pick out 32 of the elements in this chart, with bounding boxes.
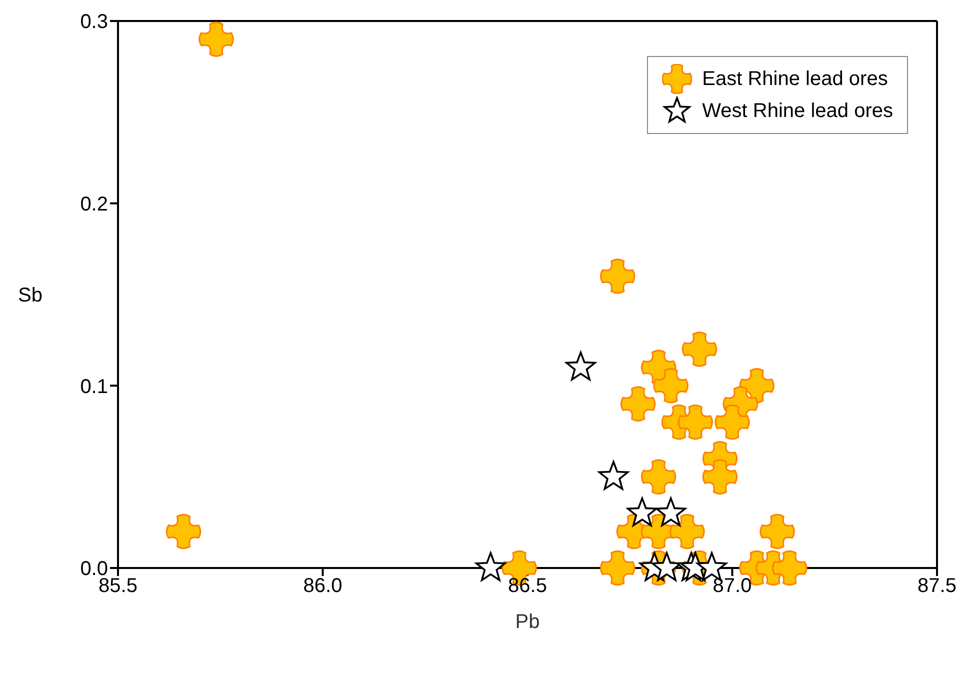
legend-label: East Rhine lead ores [702, 68, 888, 90]
point [598, 460, 629, 490]
point [653, 368, 688, 404]
point [566, 352, 596, 380]
point [626, 497, 658, 526]
point [714, 404, 750, 440]
point [670, 514, 705, 550]
point [656, 497, 686, 526]
point [682, 332, 718, 367]
x-axis-title: Pb [515, 611, 540, 633]
point [600, 550, 636, 586]
x-tick-label: 87.0 [712, 575, 752, 598]
y-tick-label: 0.2 [80, 193, 108, 216]
y-axis-title: Sb [18, 284, 42, 307]
x-tick-label: 86.5 [508, 575, 547, 598]
x-tick-label: 87.5 [918, 575, 956, 598]
point [166, 514, 202, 550]
y-tick-label: 0.1 [80, 376, 108, 398]
point [702, 459, 738, 494]
y-tick-label: 0.3 [80, 11, 108, 34]
point [760, 514, 795, 550]
point [678, 404, 714, 440]
point [739, 368, 774, 404]
point [640, 459, 676, 494]
point [620, 386, 656, 422]
point [600, 258, 636, 294]
x-tick-label: 86.0 [303, 575, 342, 598]
legend-label: West Rhine lead ores [702, 100, 893, 122]
x-tick-label: 85.5 [98, 575, 138, 598]
point [772, 550, 808, 586]
point [475, 552, 506, 582]
point [198, 22, 234, 57]
